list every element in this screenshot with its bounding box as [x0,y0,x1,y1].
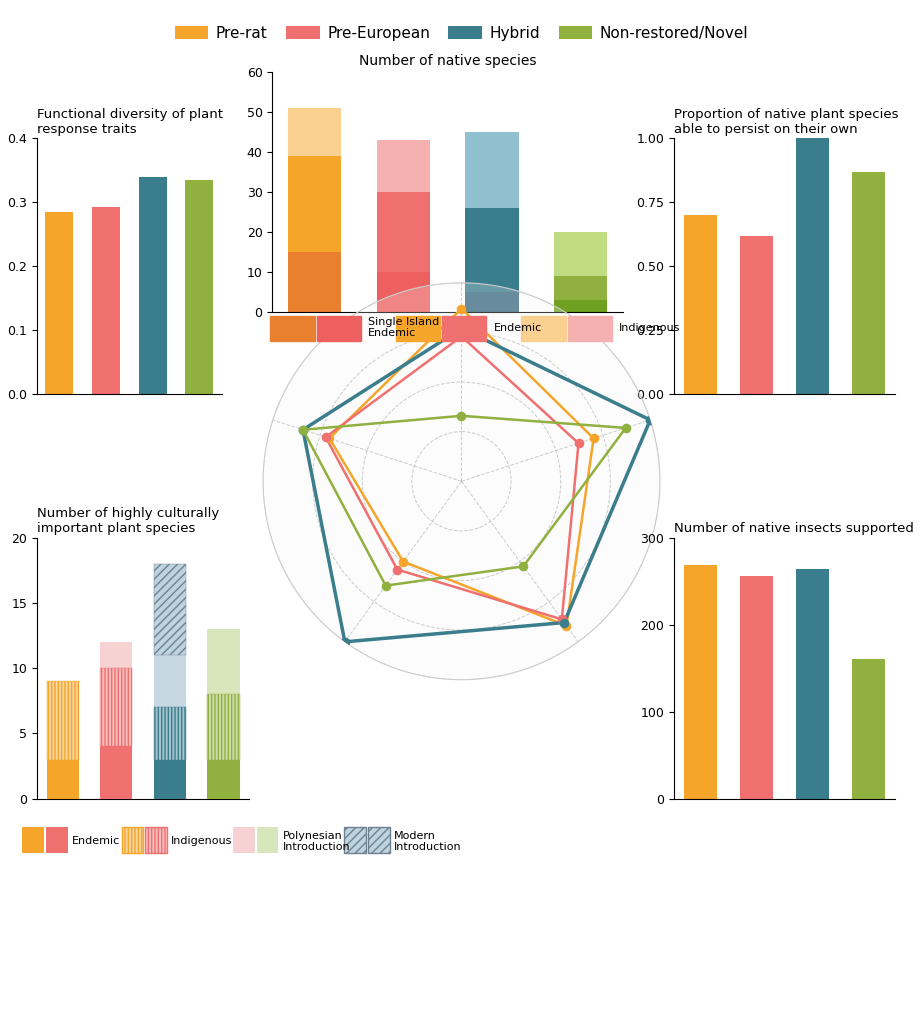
Bar [208,694,240,760]
Point [557,614,571,631]
Bar [554,300,607,312]
Bar [317,316,361,341]
Bar [208,760,240,799]
Point [571,435,586,452]
Point [642,412,657,428]
Bar [442,316,486,341]
Bar [208,694,240,760]
Text: Proportion of native plant species
able to persist on their own: Proportion of native plant species able … [674,108,898,136]
Bar [796,569,829,799]
Bar [396,316,440,341]
Bar [288,108,342,156]
Bar [740,236,773,394]
Bar [344,827,366,853]
Bar [367,827,390,853]
Bar [208,629,240,694]
Bar [146,827,167,853]
Point [454,408,469,424]
Bar [554,276,607,300]
Bar [154,563,186,655]
Text: Modern
Introduction: Modern Introduction [393,830,462,852]
Text: Indigenous: Indigenous [619,323,680,333]
Point [378,578,393,594]
Bar [122,827,143,853]
Point [390,561,404,578]
Bar [233,827,255,853]
Point [555,611,569,628]
Bar [568,316,612,341]
Bar [852,659,885,799]
Text: Functional diversity of plant
response traits: Functional diversity of plant response t… [37,108,223,136]
Point [454,321,469,337]
Bar [344,827,366,853]
Bar [46,760,78,799]
Point [295,422,310,438]
Bar [740,575,773,799]
Legend: Pre-rat, Pre-European, Hybrid, Non-restored/Novel: Pre-rat, Pre-European, Hybrid, Non-resto… [169,19,754,47]
Point [338,634,353,650]
Text: Number of native insects supported: Number of native insects supported [674,522,914,536]
Bar [22,827,44,853]
Bar [288,156,342,252]
Text: Number of highly culturally
important plant species: Number of highly culturally important pl… [37,507,219,536]
Bar [101,668,132,746]
Text: Single Island
Endemic: Single Island Endemic [368,316,439,339]
Bar [377,140,430,193]
Bar [154,708,186,760]
Bar [465,132,519,208]
Bar [146,827,167,853]
Point [318,429,333,445]
Bar [465,292,519,312]
Bar [154,563,186,655]
Bar [122,827,143,853]
Text: Endemic: Endemic [494,323,542,333]
Point [295,422,310,438]
Text: Indigenous: Indigenous [172,837,233,847]
Bar [101,746,132,799]
Point [559,617,574,634]
Title: Number of native species: Number of native species [359,53,536,68]
Bar [554,232,607,276]
Text: Polynesian
Introduction: Polynesian Introduction [282,830,350,852]
Bar [377,272,430,312]
Bar [154,655,186,708]
Bar [154,760,186,799]
Bar [796,138,829,394]
Point [322,430,337,446]
Bar [46,681,78,760]
Bar [138,176,166,394]
Bar [852,171,885,394]
Bar [684,215,717,394]
Bar [101,668,132,746]
Text: Endemic: Endemic [72,837,120,847]
Bar [288,252,342,312]
Bar [257,827,279,853]
Bar [154,708,186,760]
Bar [46,827,68,853]
Bar [465,208,519,292]
Bar [186,180,213,394]
Bar [684,565,717,799]
Point [618,420,633,436]
Point [396,553,411,569]
Bar [46,681,78,760]
Bar [101,642,132,668]
Point [586,430,601,446]
Bar [377,193,430,272]
Bar [45,212,73,394]
Bar [92,207,120,394]
Point [454,329,469,345]
Bar [367,827,390,853]
Bar [270,316,315,341]
Point [454,300,469,316]
Point [516,558,531,574]
Bar [521,316,566,341]
